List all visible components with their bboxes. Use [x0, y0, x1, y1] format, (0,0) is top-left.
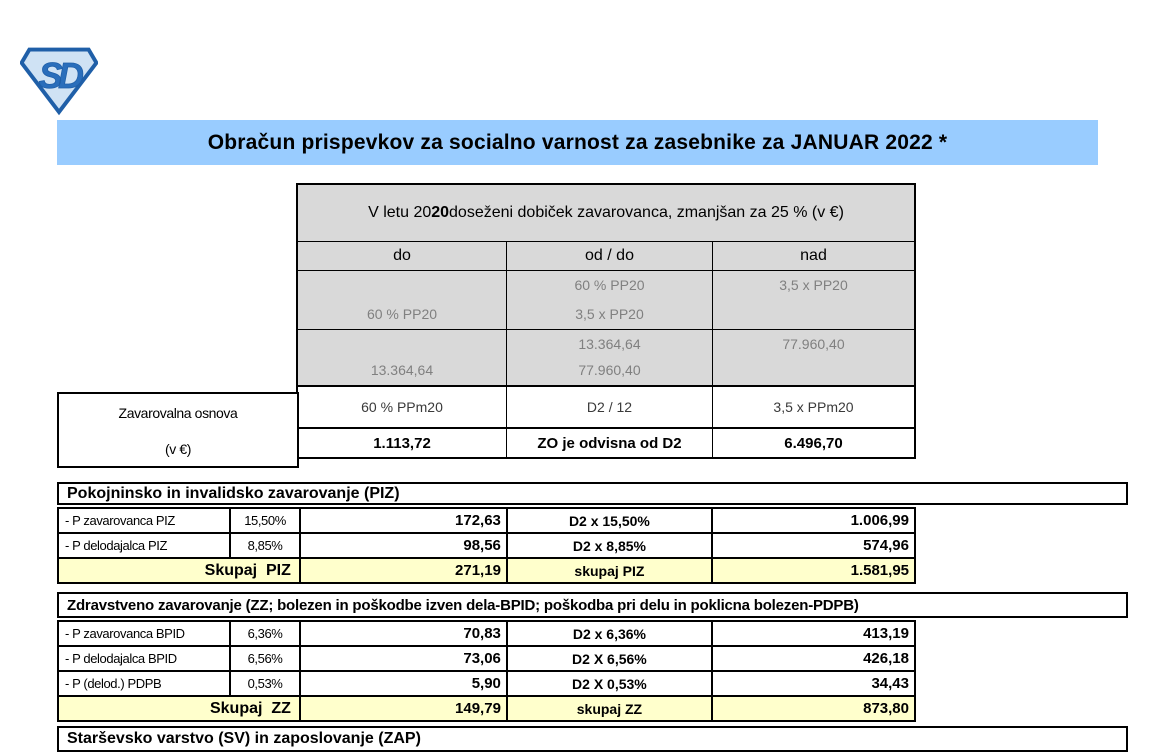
pp-oddo-top: 60 % PP20: [574, 277, 645, 293]
pp-oddo-bottom: 3,5 x PP20: [575, 306, 644, 322]
zz-row2-formula: D2 X 6,56%: [505, 647, 711, 670]
profit-bracket-table: V letu 20 20 doseženi dobiček zavarovanca…: [296, 183, 916, 459]
piz-row1-formula: D2 x 15,50%: [505, 509, 711, 532]
zz-row2-pct: 6,56%: [229, 647, 299, 670]
page-title-bar: Obračun prispevkov za socialno varnost z…: [57, 120, 1098, 165]
zz-row1-value2: 413,19: [710, 622, 914, 645]
col-header-nad: nad: [712, 242, 914, 270]
piz-row2-pct: 8,85%: [229, 534, 299, 557]
piz-row1-value2: 1.006,99: [710, 509, 914, 532]
osnova-value-nad: 6.496,70: [712, 429, 914, 457]
zavarovalna-osnova-label-cell: Zavarovalna osnova (v €): [57, 392, 299, 468]
pp-oddo: 60 % PP20 3,5 x PP20: [506, 271, 712, 329]
piz-section-title: Pokojninsko in invalidsko zavarovanje (P…: [67, 484, 400, 502]
page-title: Obračun prispevkov za socialno varnost z…: [207, 130, 948, 154]
bracket-amount-row: 13.364,64 13.364,64 77.960,40 77.960,40: [298, 329, 914, 385]
osnova-value-do: 1.113,72: [373, 434, 431, 452]
osnova-formula-oddo: D2 / 12: [506, 387, 712, 427]
piz-total-label: Skupaj PIZ: [204, 561, 291, 579]
zz-row2-value2: 426,18: [710, 647, 914, 670]
pp-nad: 3,5 x PP20: [712, 271, 914, 329]
zz-total-row: Skupaj ZZ 149,79 skupaj ZZ 873,80: [59, 695, 914, 720]
amount-nad: 77.960,40: [712, 330, 914, 385]
osnova-formula-do: 60 % PPm20: [361, 399, 443, 415]
zz-row3-formula: D2 X 0,53%: [505, 672, 711, 695]
piz-row2-value2: 574,96: [710, 534, 914, 557]
piz-table: - P zavarovanca PIZ 15,50% 172,63 D2 x 1…: [57, 507, 916, 584]
logo-letters: SD: [39, 56, 83, 96]
piz-total-value: 271,19: [298, 559, 506, 582]
sd-diamond-logo: SD: [19, 44, 99, 116]
pp-do: 60 % PP20: [366, 306, 438, 322]
amount-oddo-bottom: 77.960,40: [578, 362, 641, 378]
sd-diamond-logo-graphic: SD: [19, 47, 99, 116]
amount-oddo: 13.364,64 77.960,40: [506, 330, 712, 385]
zz-row2-value: 73,06: [298, 647, 506, 670]
zz-row2-label: - P delodajalca BPID: [65, 651, 177, 666]
piz-section-header: Pokojninsko in invalidsko zavarovanje (P…: [57, 482, 1128, 505]
osnova-value-row: 1.113,72 ZO je odvisna od D2 6.496,70: [298, 427, 914, 457]
bracket-pp-row: 60 % PP20 60 % PP20 3,5 x PP20 3,5 x PP2…: [298, 270, 914, 329]
piz-total-value2: 1.581,95: [710, 559, 914, 582]
osnova-label-line1: Zavarovalna osnova: [118, 405, 238, 421]
osnova-formula-nad: 3,5 x PPm20: [712, 387, 914, 427]
bracket-header-prefix: V letu 20: [368, 204, 432, 221]
bracket-header-year-bold: 20: [431, 204, 450, 221]
piz-total-formula: skupaj PIZ: [505, 559, 711, 582]
table-row: - P zavarovanca PIZ 15,50% 172,63 D2 x 1…: [59, 509, 914, 532]
zz-row3-value2: 34,43: [710, 672, 914, 695]
zz-row1-formula: D2 x 6,36%: [505, 622, 711, 645]
bracket-header-suffix: doseženi dobiček zavarovanca, zmanjšan z…: [449, 204, 844, 221]
sv-section-title: Starševsko varstvo (SV) in zaposlovanje …: [67, 730, 421, 747]
zz-row3-value: 5,90: [298, 672, 506, 695]
piz-row1-label: - P zavarovanca PIZ: [65, 513, 175, 528]
zz-total-value: 149,79: [298, 697, 506, 720]
col-header-oddo: od / do: [506, 242, 712, 270]
piz-row2-value: 98,56: [298, 534, 506, 557]
table-row: - P (delod.) PDPB 0,53% 5,90 D2 X 0,53% …: [59, 670, 914, 695]
zz-total-formula: skupaj ZZ: [505, 697, 711, 720]
bracket-table-header: V letu 20 20 doseženi dobiček zavarovanca…: [298, 185, 914, 241]
piz-total-row: Skupaj PIZ 271,19 skupaj PIZ 1.581,95: [59, 557, 914, 582]
piz-row2-label: - P delodajalca PIZ: [65, 538, 167, 553]
zz-table: - P zavarovanca BPID 6,36% 70,83 D2 x 6,…: [57, 620, 916, 722]
osnova-label-line2: (v €): [164, 441, 191, 457]
amount-oddo-top: 13.364,64: [578, 336, 641, 352]
zz-total-value2: 873,80: [710, 697, 914, 720]
zz-total-label: Skupaj ZZ: [209, 699, 291, 717]
piz-row2-formula: D2 x 8,85%: [505, 534, 711, 557]
zz-row3-pct: 0,53%: [229, 672, 299, 695]
bracket-column-headers: do od / do nad: [298, 241, 914, 270]
zz-row3-label: - P (delod.) PDPB: [65, 676, 162, 691]
col-header-do: do: [393, 247, 411, 264]
table-row: - P zavarovanca BPID 6,36% 70,83 D2 x 6,…: [59, 622, 914, 645]
piz-row1-pct: 15,50%: [229, 509, 299, 532]
table-row: - P delodajalca BPID 6,56% 73,06 D2 X 6,…: [59, 645, 914, 670]
amount-do: 13.364,64: [370, 362, 434, 378]
zz-row1-value: 70,83: [298, 622, 506, 645]
table-row: - P delodajalca PIZ 8,85% 98,56 D2 x 8,8…: [59, 532, 914, 557]
piz-row1-value: 172,63: [298, 509, 506, 532]
zz-section-title: Zdravstveno zavarovanje (ZZ; bolezen in …: [67, 596, 859, 614]
zz-section-header: Zdravstveno zavarovanje (ZZ; bolezen in …: [57, 592, 1128, 618]
sv-section-header: Starševsko varstvo (SV) in zaposlovanje …: [57, 726, 1128, 752]
zz-row1-label: - P zavarovanca BPID: [65, 626, 185, 641]
osnova-value-oddo: ZO je odvisna od D2: [506, 429, 712, 457]
osnova-formula-row: 60 % PPm20 D2 / 12 3,5 x PPm20: [298, 385, 914, 427]
zz-row1-pct: 6,36%: [229, 622, 299, 645]
